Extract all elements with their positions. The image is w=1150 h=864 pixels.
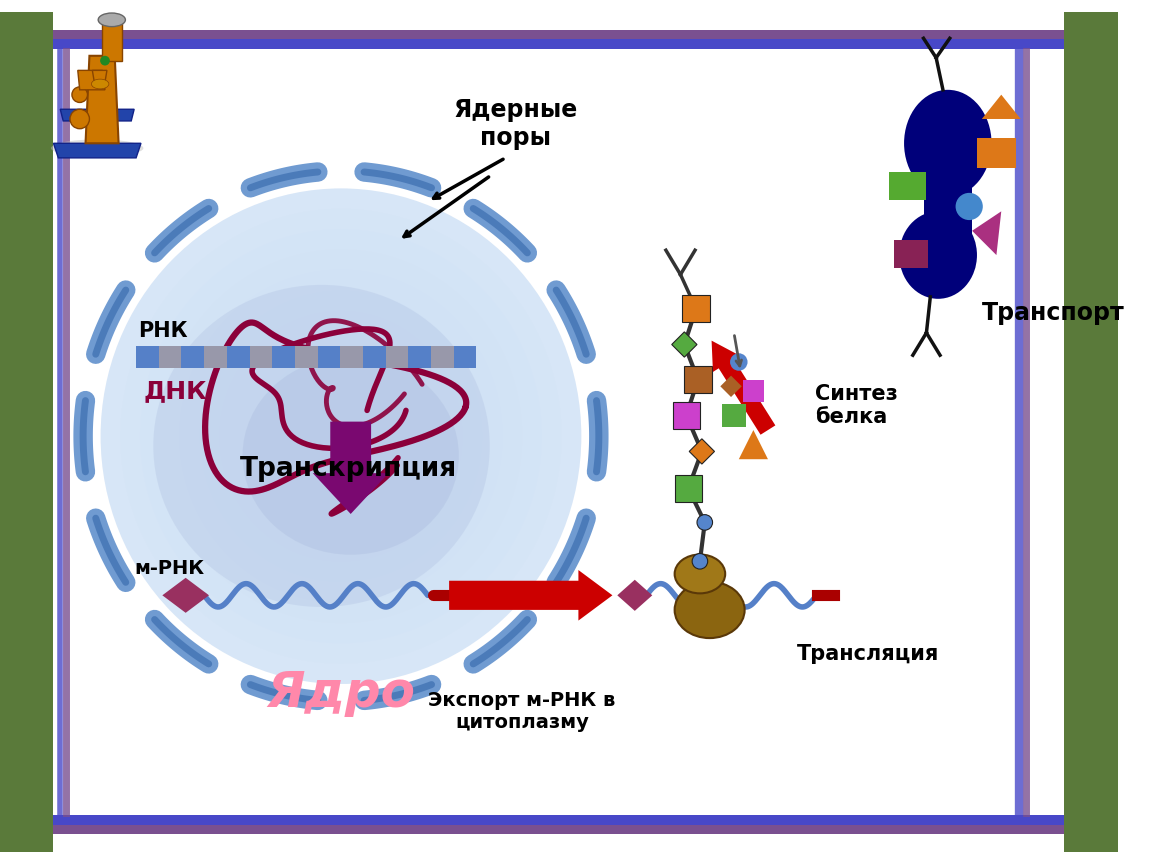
Polygon shape: [738, 430, 768, 460]
Ellipse shape: [199, 289, 483, 582]
Text: Трансляция: Трансляция: [797, 644, 940, 664]
FancyArrow shape: [450, 570, 613, 620]
Bar: [227, 346, 250, 368]
Ellipse shape: [297, 391, 384, 481]
Bar: [317, 346, 340, 368]
Polygon shape: [618, 580, 652, 611]
Ellipse shape: [98, 13, 125, 27]
Bar: [889, 173, 927, 200]
Polygon shape: [85, 56, 118, 143]
Bar: [250, 346, 273, 368]
Ellipse shape: [100, 188, 581, 684]
Polygon shape: [720, 376, 742, 397]
Circle shape: [956, 193, 983, 220]
Ellipse shape: [140, 229, 542, 644]
Bar: [675, 475, 702, 502]
Polygon shape: [689, 439, 714, 464]
Bar: [136, 346, 159, 368]
Polygon shape: [982, 95, 1021, 119]
Bar: [182, 346, 205, 368]
Bar: [895, 240, 928, 268]
Ellipse shape: [218, 310, 463, 562]
Bar: [53, 825, 1065, 835]
Circle shape: [72, 87, 87, 103]
Circle shape: [692, 554, 707, 569]
Bar: [673, 402, 700, 429]
Ellipse shape: [904, 90, 991, 197]
Polygon shape: [60, 109, 135, 121]
Bar: [743, 380, 764, 402]
Polygon shape: [53, 12, 1065, 852]
Ellipse shape: [91, 79, 109, 89]
Bar: [923, 182, 972, 240]
Ellipse shape: [899, 212, 978, 299]
Ellipse shape: [675, 555, 726, 594]
Circle shape: [100, 56, 110, 66]
Ellipse shape: [238, 330, 444, 542]
Text: Транспорт: Транспорт: [982, 302, 1125, 326]
Bar: [102, 22, 122, 60]
Ellipse shape: [100, 188, 581, 684]
Ellipse shape: [675, 581, 745, 638]
FancyArrow shape: [313, 422, 389, 514]
Bar: [684, 365, 712, 393]
Text: м-РНК: м-РНК: [135, 559, 205, 578]
Bar: [978, 138, 1015, 168]
Ellipse shape: [317, 411, 365, 461]
FancyArrow shape: [712, 340, 775, 435]
Bar: [431, 346, 453, 368]
Bar: [363, 346, 385, 368]
Text: ДНК: ДНК: [144, 379, 207, 403]
Circle shape: [697, 515, 713, 530]
Text: Ядерные
поры: Ядерные поры: [453, 98, 577, 149]
Bar: [53, 815, 1065, 825]
Text: Ядро: Ядро: [267, 669, 415, 716]
Bar: [682, 295, 710, 322]
Circle shape: [70, 109, 90, 129]
Bar: [53, 39, 1065, 49]
Polygon shape: [1065, 12, 1118, 852]
Ellipse shape: [277, 371, 405, 501]
Text: РНК: РНК: [138, 321, 187, 340]
Bar: [294, 346, 317, 368]
Ellipse shape: [243, 357, 459, 555]
Bar: [408, 346, 431, 368]
Ellipse shape: [160, 249, 522, 623]
Text: Синтез
белка: Синтез белка: [814, 384, 897, 428]
Ellipse shape: [258, 351, 424, 522]
Polygon shape: [672, 332, 697, 357]
Ellipse shape: [179, 270, 503, 603]
Ellipse shape: [153, 285, 490, 607]
Bar: [722, 403, 745, 427]
Polygon shape: [162, 578, 209, 613]
Bar: [53, 29, 1065, 39]
Polygon shape: [92, 70, 107, 82]
Ellipse shape: [51, 139, 144, 157]
Bar: [453, 346, 476, 368]
Bar: [205, 346, 227, 368]
Bar: [159, 346, 182, 368]
Ellipse shape: [121, 209, 561, 664]
Circle shape: [730, 353, 748, 371]
Bar: [385, 346, 408, 368]
Polygon shape: [78, 70, 105, 90]
Text: Экспорт м-РНК в
цитоплазму: Экспорт м-РНК в цитоплазму: [428, 691, 615, 733]
Text: Транскрипция: Транскрипция: [240, 456, 458, 482]
Bar: [340, 346, 363, 368]
Polygon shape: [0, 12, 53, 852]
Polygon shape: [972, 212, 1002, 255]
Bar: [273, 346, 294, 368]
Polygon shape: [53, 143, 141, 158]
